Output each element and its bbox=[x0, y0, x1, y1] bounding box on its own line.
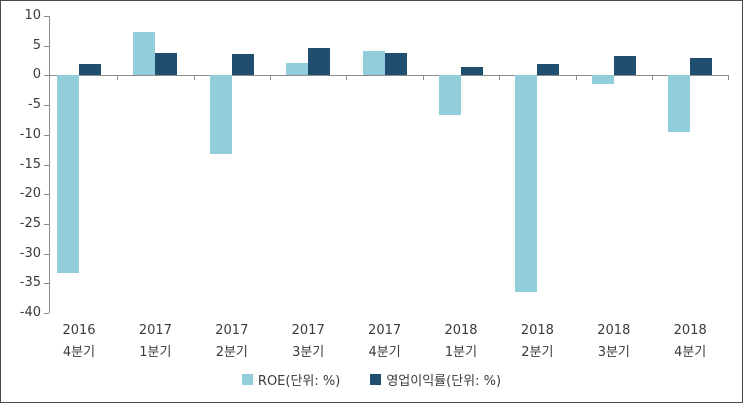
x-tick bbox=[193, 76, 195, 81]
bar-op-margin-7 bbox=[613, 55, 636, 76]
bar-op-margin-1 bbox=[155, 53, 178, 76]
x-axis-label-year: 2016 bbox=[62, 323, 96, 338]
bar-roe-0 bbox=[57, 75, 79, 274]
legend-swatch-op-margin bbox=[370, 373, 382, 385]
x-axis-label-quarter: 1분기 bbox=[139, 345, 172, 360]
x-axis-label-year: 2018 bbox=[597, 323, 631, 338]
bar-roe-2 bbox=[209, 75, 232, 154]
bar-op-margin-6 bbox=[537, 63, 560, 76]
y-axis-label: -5 bbox=[28, 97, 41, 113]
y-axis-label: -35 bbox=[19, 275, 41, 291]
x-tick bbox=[270, 76, 271, 81]
y-axis-label: 5 bbox=[32, 37, 41, 53]
y-axis-label: -30 bbox=[19, 245, 41, 261]
bar-op-margin-2 bbox=[231, 54, 254, 76]
x-axis-label-quarter: 4분기 bbox=[62, 345, 96, 360]
x-tick bbox=[117, 76, 119, 81]
y-tick bbox=[44, 194, 49, 196]
y-tick bbox=[44, 283, 49, 285]
bar-op-margin-5 bbox=[461, 67, 483, 76]
x-tick bbox=[728, 76, 730, 81]
legend-item-op-margin: 영업이익률(단위: %) bbox=[370, 370, 501, 389]
y-axis-label: 0 bbox=[32, 67, 41, 83]
legend: ROE(단위: %) 영업이익률(단위: %) bbox=[1, 368, 742, 390]
x-axis-label: 2018 2분기 bbox=[495, 320, 579, 364]
bar-op-margin-3 bbox=[308, 48, 331, 76]
y-tick bbox=[44, 253, 49, 255]
x-axis-label-quarter: 1분기 bbox=[444, 345, 478, 360]
x-tick bbox=[346, 76, 348, 81]
y-tick bbox=[44, 313, 49, 314]
bar-roe-4 bbox=[362, 51, 385, 76]
x-axis-label: 2017 4분기 bbox=[343, 320, 427, 364]
bar-roe-5 bbox=[439, 75, 461, 116]
bar-roe-7 bbox=[591, 75, 614, 84]
x-axis-label-quarter: 4분기 bbox=[674, 345, 707, 360]
legend-item-roe: ROE(단위: %) bbox=[241, 370, 341, 389]
y-axis-label: 10 bbox=[24, 8, 41, 23]
x-axis-label: 2018 1분기 bbox=[419, 320, 503, 364]
y-axis-line bbox=[49, 16, 50, 313]
y-tick bbox=[44, 105, 49, 107]
x-axis-label-year: 2017 bbox=[215, 323, 249, 338]
x-axis-label: 2018 4분기 bbox=[648, 320, 732, 364]
bar-op-margin-8 bbox=[690, 58, 713, 76]
x-axis-label-quarter: 3분기 bbox=[597, 345, 630, 360]
x-axis-label-year: 2017 bbox=[291, 323, 325, 338]
y-axis-label: -25 bbox=[19, 215, 41, 231]
x-axis-label-year: 2018 bbox=[520, 323, 554, 338]
y-tick bbox=[44, 75, 49, 77]
bar-op-margin-4 bbox=[384, 52, 407, 76]
x-tick bbox=[499, 76, 501, 81]
y-axis-label: -10 bbox=[19, 126, 41, 142]
x-axis-label-quarter: 2분기 bbox=[521, 345, 554, 360]
x-axis-label-year: 2018 bbox=[444, 323, 478, 338]
x-axis-label-quarter: 2분기 bbox=[215, 345, 248, 360]
legend-label-roe: ROE(단위: %) bbox=[257, 373, 341, 389]
legend-label-op-margin: 영업이익률(단위: %) bbox=[386, 373, 502, 389]
x-axis-label-year: 2017 bbox=[368, 323, 402, 338]
bar-roe-6 bbox=[515, 75, 538, 292]
y-axis-label: -15 bbox=[19, 156, 41, 172]
legend-swatch-roe bbox=[241, 373, 253, 385]
x-axis-label-quarter: 4분기 bbox=[368, 345, 401, 360]
x-tick bbox=[575, 76, 577, 81]
x-axis-label-quarter: 3분기 bbox=[292, 345, 325, 360]
bar-roe-8 bbox=[668, 75, 691, 132]
x-axis-label-year: 2017 bbox=[138, 323, 172, 338]
y-axis-label: -20 bbox=[19, 186, 41, 202]
bar-op-margin-0 bbox=[79, 64, 101, 76]
y-axis-label: -40 bbox=[19, 305, 41, 320]
x-axis-label: 2016 4분기 bbox=[37, 320, 121, 364]
y-tick bbox=[44, 223, 49, 225]
x-axis-label: 2017 1분기 bbox=[113, 320, 197, 364]
y-tick bbox=[44, 164, 49, 166]
y-tick bbox=[44, 134, 49, 136]
bar-roe-3 bbox=[286, 62, 309, 76]
x-axis-label: 2018 3분기 bbox=[572, 320, 656, 364]
x-axis-line bbox=[49, 75, 729, 77]
x-axis-label: 2017 3분기 bbox=[266, 320, 350, 364]
x-tick bbox=[422, 76, 424, 81]
x-tick bbox=[652, 76, 653, 81]
y-tick bbox=[44, 16, 49, 17]
x-axis-label: 2017 2분기 bbox=[190, 320, 274, 364]
x-axis-label-year: 2018 bbox=[673, 323, 707, 338]
y-tick bbox=[44, 45, 49, 47]
bar-roe-1 bbox=[133, 32, 156, 76]
